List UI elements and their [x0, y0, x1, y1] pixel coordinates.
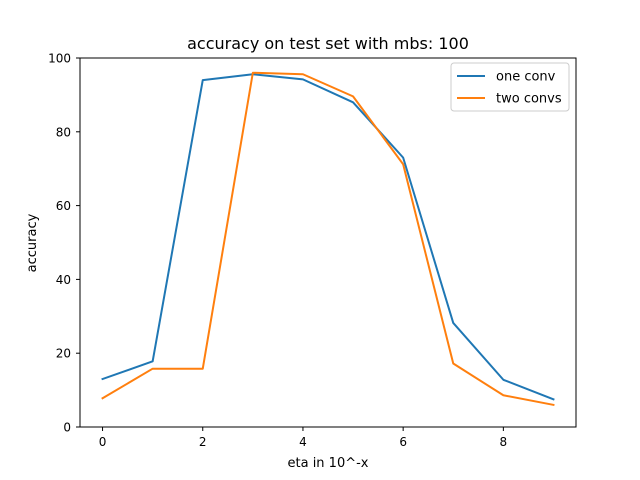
legend: one conv two convs [450, 62, 570, 112]
chart-title: accuracy on test set with mbs: 100 [187, 34, 469, 53]
x-tick-label: 2 [199, 435, 207, 449]
x-tick-label: 8 [500, 435, 508, 449]
plot-area [101, 71, 555, 407]
series-line-2 [101, 71, 555, 407]
legend-label-1: one conv [496, 70, 556, 85]
y-tick-label: 20 [56, 347, 71, 361]
x-tick-label: 6 [399, 435, 407, 449]
y-tick-label: 100 [48, 52, 71, 66]
x-axis-label: eta in 10^-x [288, 456, 369, 471]
y-tick-label: 80 [56, 125, 71, 139]
y-tick-label: 40 [56, 273, 71, 287]
series-line-1 [101, 73, 555, 401]
y-axis: 0 20 40 60 80 100 [48, 52, 80, 435]
x-tick-label: 4 [299, 435, 307, 449]
x-tick-label: 0 [99, 435, 107, 449]
y-axis-label: accuracy [25, 213, 40, 272]
axes-frame [79, 57, 577, 428]
axes-spines [79, 57, 577, 428]
x-axis: 0 2 4 6 8 [99, 427, 507, 449]
legend-label-2: two convs [496, 92, 562, 107]
y-tick-label: 0 [63, 421, 71, 435]
y-tick-label: 60 [56, 199, 71, 213]
